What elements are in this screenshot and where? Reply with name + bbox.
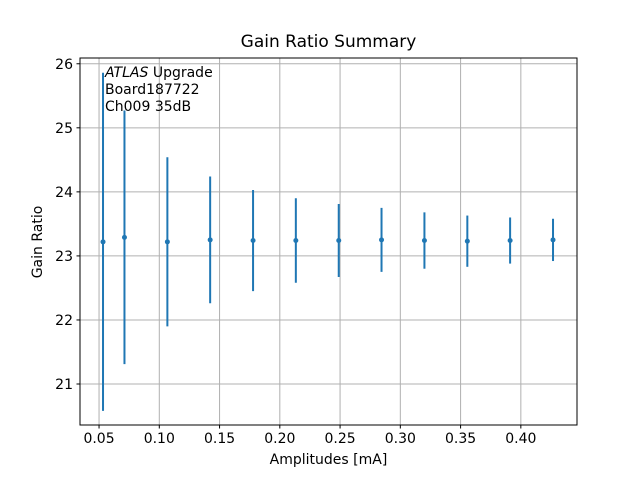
y-axis-label: Gain Ratio	[30, 205, 46, 279]
data-point-marker	[164, 239, 170, 245]
data-point-marker	[250, 238, 256, 244]
y-tick-label: 21	[55, 377, 73, 393]
x-tick-label: 0.05	[83, 431, 114, 447]
annotation-line-2: Board187722	[105, 81, 200, 98]
annotation-line-1: ATLAS Upgrade	[105, 65, 213, 82]
x-tick-label: 0.35	[445, 431, 476, 447]
y-tick-label: 24	[55, 185, 73, 201]
axes-frame	[79, 57, 578, 426]
data-point-marker	[121, 234, 127, 240]
data-point-marker	[550, 237, 556, 243]
x-tick-label: 0.30	[385, 431, 416, 447]
chart-title: Gain Ratio Summary	[240, 32, 417, 52]
x-tick-label: 0.25	[324, 431, 355, 447]
y-tick-label: 22	[55, 313, 73, 329]
annotation-atlas: ATLAS	[105, 65, 149, 81]
data-point-marker	[207, 237, 213, 243]
data-point-marker	[421, 238, 427, 244]
x-tick-label: 0.20	[264, 431, 295, 447]
annotation: ATLAS Upgrade Board187722 Ch009 35dB	[105, 65, 213, 115]
x-tick-label: 0.40	[505, 431, 536, 447]
x-tick-label: 0.15	[204, 431, 235, 447]
annotation-upgrade: Upgrade	[148, 65, 213, 81]
y-tick-label: 26	[55, 57, 73, 73]
y-tick-label: 25	[55, 121, 73, 137]
data-point-marker	[464, 238, 470, 244]
x-tick-label: 0.10	[144, 431, 175, 447]
annotation-line-3: Ch009 35dB	[105, 98, 192, 115]
y-tick-label: 23	[55, 249, 73, 265]
data-point-marker	[379, 237, 385, 243]
data-point-marker	[100, 239, 106, 245]
x-axis-label: Amplitudes [mA]	[269, 452, 388, 468]
data-point-marker	[293, 238, 299, 244]
data-point-marker	[507, 238, 513, 244]
data-point-marker	[336, 238, 342, 244]
